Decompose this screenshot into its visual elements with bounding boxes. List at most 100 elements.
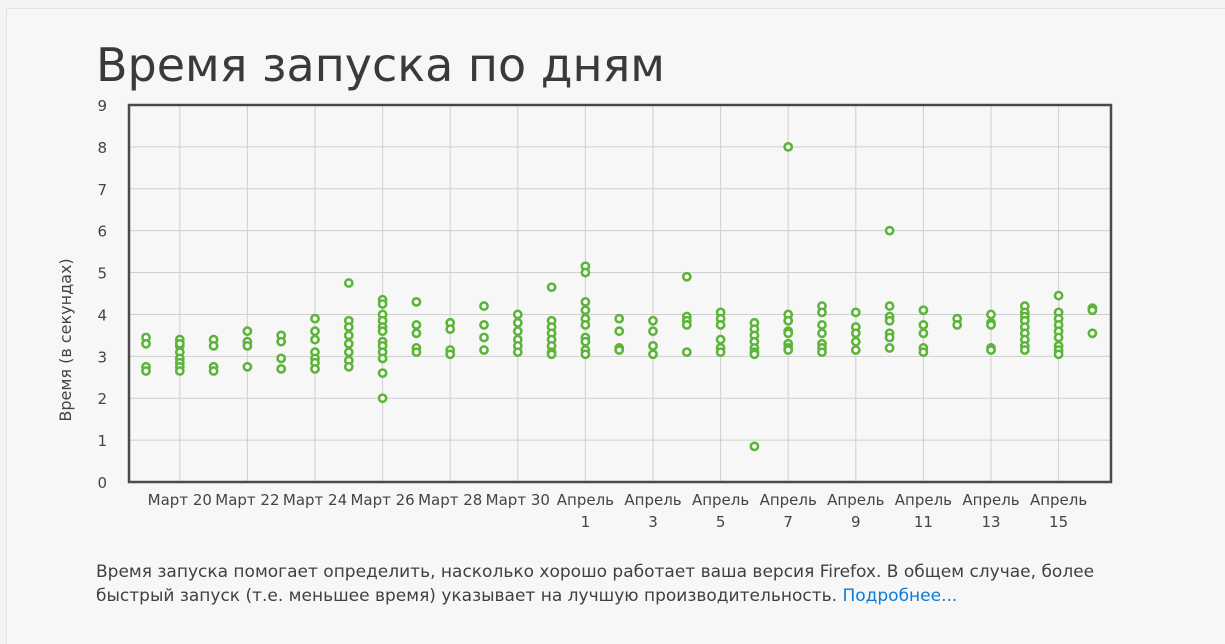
data-point (614, 345, 625, 355)
data-point (411, 320, 422, 330)
data-point (377, 353, 388, 364)
x-tick-label: Апрель 13 (962, 491, 1019, 531)
y-axis-ticks: 0 1 2 3 4 5 6 7 8 9 (97, 97, 107, 492)
data-point (681, 347, 692, 358)
data-point (681, 320, 692, 330)
data-point (986, 345, 996, 355)
data-point (276, 353, 287, 364)
data-point (884, 332, 895, 343)
data-point (174, 366, 185, 376)
data-point (580, 267, 591, 278)
data-point (648, 326, 658, 337)
data-point (715, 347, 726, 358)
data-point (681, 271, 692, 282)
x-tick-label: Март 28 (418, 491, 482, 509)
data-point (377, 326, 388, 337)
data-point (614, 326, 625, 337)
data-point (479, 332, 489, 343)
data-point (479, 345, 489, 355)
data-point (850, 307, 861, 318)
data-point (817, 328, 827, 339)
data-point (918, 347, 929, 358)
x-tick-label: Апрель 1 (557, 491, 614, 531)
x-tick-label: Март 20 (148, 491, 212, 509)
data-point (411, 296, 422, 307)
data-point (783, 345, 794, 355)
data-point (242, 340, 253, 351)
data-point (479, 320, 489, 330)
data-point (512, 317, 523, 328)
y-tick-label: 2 (97, 390, 107, 408)
data-point (783, 315, 794, 326)
data-point (310, 326, 320, 337)
data-point (715, 320, 726, 330)
data-point (141, 366, 151, 376)
data-point (411, 328, 422, 339)
x-tick-label: Март 24 (283, 491, 347, 509)
data-point (512, 309, 523, 320)
data-point (952, 320, 963, 330)
data-point (445, 324, 456, 335)
data-point (242, 326, 253, 337)
y-tick-label: 7 (97, 181, 107, 199)
learn-more-link[interactable]: Подробнее... (842, 586, 958, 606)
data-point (242, 361, 253, 372)
x-tick-label: Апрель 5 (692, 491, 749, 531)
data-point (884, 343, 895, 353)
data-point (1087, 328, 1098, 339)
x-tick-label: Апрель 3 (624, 491, 681, 531)
data-point (310, 334, 320, 345)
data-point (445, 349, 456, 360)
data-point (884, 315, 895, 326)
x-tick-label: Март 30 (486, 491, 550, 509)
data-point (850, 345, 861, 355)
data-point (377, 368, 388, 378)
data-point (343, 347, 354, 358)
data-point (276, 363, 287, 374)
chart-grid (129, 104, 1111, 483)
y-tick-label: 9 (97, 97, 107, 115)
data-point (580, 336, 591, 347)
data-point (850, 336, 861, 347)
data-point (580, 349, 591, 360)
y-tick-label: 1 (97, 432, 107, 450)
data-point (343, 330, 354, 341)
data-point (918, 328, 929, 339)
y-tick-label: 6 (97, 223, 107, 241)
x-tick-label: Апрель 7 (760, 491, 817, 531)
data-points (141, 141, 1098, 452)
data-point (377, 393, 388, 404)
y-tick-label: 3 (97, 348, 107, 366)
data-point (343, 278, 354, 288)
data-point (276, 336, 287, 347)
y-tick-label: 4 (97, 306, 107, 324)
data-point (512, 326, 523, 337)
data-point (310, 363, 320, 374)
data-point (749, 349, 760, 360)
page-title: Время запуска по дням (96, 38, 665, 92)
data-point (1053, 349, 1064, 360)
x-tick-label: Апрель 15 (1030, 491, 1087, 531)
data-point (918, 320, 929, 330)
data-point (715, 334, 726, 345)
data-point (411, 347, 422, 358)
data-point (918, 305, 929, 316)
data-point (580, 296, 591, 307)
y-tick-label: 8 (97, 139, 107, 157)
data-point (817, 307, 827, 318)
data-point (749, 441, 760, 452)
data-point (648, 349, 658, 360)
data-point (512, 347, 523, 358)
data-point (580, 305, 591, 316)
data-point (141, 338, 151, 349)
data-point (208, 340, 219, 351)
data-point (343, 338, 354, 349)
description: Время запуска помогает определить, наско… (96, 560, 1136, 608)
data-point (479, 301, 489, 311)
data-point (1053, 290, 1064, 301)
data-point (1053, 332, 1064, 343)
data-point (817, 347, 827, 358)
x-tick-label: Апрель 11 (895, 491, 952, 531)
data-point (1087, 305, 1098, 316)
